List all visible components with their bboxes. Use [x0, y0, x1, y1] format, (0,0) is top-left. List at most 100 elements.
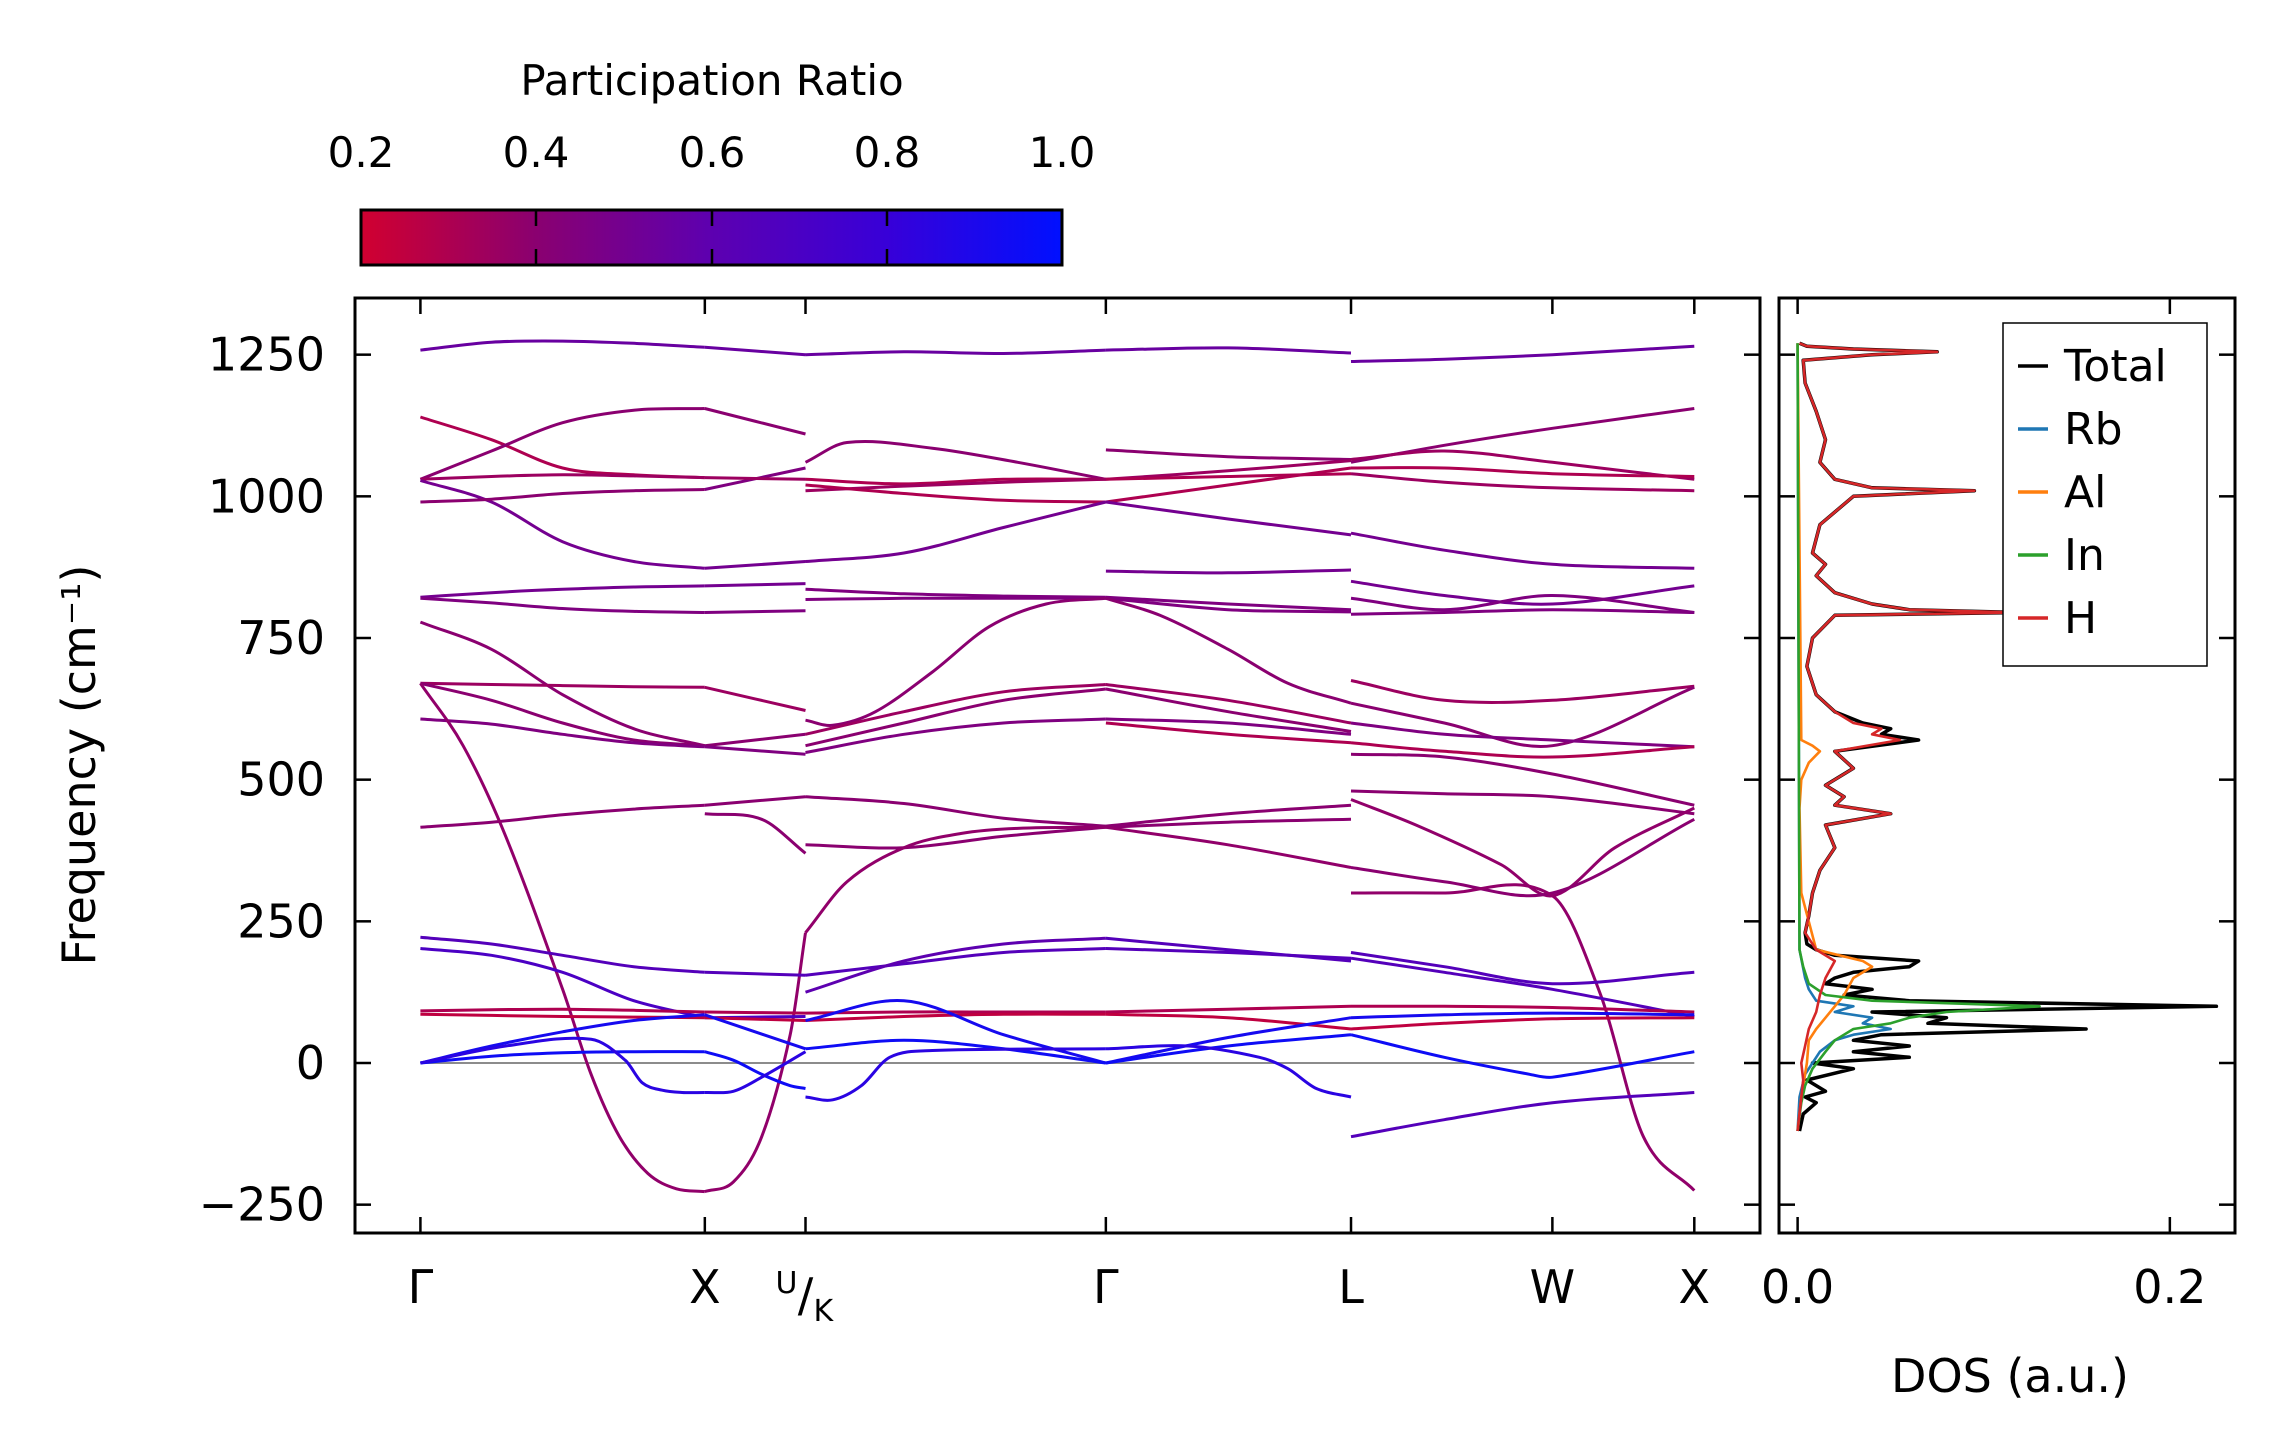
band-line	[805, 483, 1106, 504]
band-line	[420, 1013, 705, 1065]
band-structure-panel: Frequency (cm⁻¹) −250025050075010001250 …	[52, 296, 1762, 1329]
k-point-label: X	[1679, 1260, 1711, 1314]
band-line	[805, 587, 1106, 599]
band-line	[1350, 883, 1696, 1192]
k-point-label: Γ	[408, 1260, 434, 1314]
y-tick-label: 500	[237, 753, 325, 807]
k-point-label: W	[1530, 1260, 1575, 1314]
band-line	[704, 560, 806, 570]
legend-label: Rb	[2064, 404, 2123, 455]
k-point-label: X	[689, 1260, 721, 1314]
band-line	[704, 795, 806, 807]
band-line	[805, 947, 1106, 977]
band-line	[420, 803, 705, 829]
k-point-label: L	[1338, 1260, 1364, 1314]
band-line	[704, 476, 806, 481]
band-line	[805, 936, 1106, 994]
band-line	[704, 582, 806, 588]
colorbar-ticks	[534, 210, 889, 265]
colorbar-tick-label: 0.8	[854, 128, 921, 177]
k-label-slash: /	[798, 1268, 814, 1322]
band-line	[1350, 679, 1695, 704]
band-line	[420, 1050, 705, 1065]
band-line	[1350, 344, 1695, 363]
band-line	[1105, 568, 1352, 575]
band-line	[805, 348, 1106, 357]
band-line	[1105, 346, 1352, 355]
band-line	[805, 500, 1107, 563]
band-line	[805, 825, 1107, 850]
colorbar-tick-label: 0.2	[328, 128, 395, 177]
colorbar: Participation Ratio 0.2 0.4 0.6 0.8 1.0	[328, 56, 1096, 267]
band-line	[1105, 1016, 1352, 1065]
band-line	[1350, 741, 1695, 759]
legend-label: H	[2064, 593, 2097, 644]
band-line	[1350, 752, 1695, 807]
band-line	[805, 1038, 1107, 1065]
band-line	[420, 935, 705, 974]
band-line	[419, 415, 705, 480]
band-line	[419, 682, 705, 1194]
dos-y-ticks	[1779, 353, 2235, 1206]
k-point-ticks: Γ X U / K Γ L W X	[408, 298, 1710, 1329]
band-line	[1350, 1091, 1695, 1139]
band-line	[1350, 1011, 1695, 1020]
band-line	[704, 1013, 806, 1051]
band-line	[805, 683, 1107, 736]
band-line	[1350, 466, 1695, 478]
band-line	[804, 440, 1107, 481]
dos-line-h	[1796, 342, 2023, 1132]
band-line	[704, 745, 806, 756]
y-tick-label: 0	[296, 1036, 325, 1090]
band-line	[420, 339, 705, 352]
band-line	[805, 717, 1106, 754]
dos-line-rb	[1796, 343, 1892, 1132]
band-line	[1105, 448, 1352, 461]
band-line	[1350, 1016, 1695, 1031]
legend-items: Total Rb Al In H	[2018, 341, 2167, 644]
band-line	[420, 596, 705, 614]
band-line	[420, 681, 705, 748]
band-line	[704, 1050, 807, 1095]
colorbar-tick-label: 0.4	[503, 128, 570, 177]
legend-label: Al	[2064, 467, 2106, 518]
band-line	[805, 1010, 1106, 1015]
k-point-label: U / K	[776, 1266, 835, 1329]
band-line	[704, 732, 806, 748]
band-line	[1105, 595, 1352, 612]
colorbar-tick-label: 1.0	[1029, 128, 1096, 177]
y-tick-label: 1000	[208, 469, 325, 523]
band-line	[704, 345, 806, 357]
y-axis-label: Frequency (cm⁻¹)	[52, 565, 106, 966]
band-line	[1105, 683, 1352, 725]
band-line	[1350, 956, 1695, 1018]
colorbar-label: Participation Ratio	[520, 56, 903, 105]
band-line	[805, 1047, 1106, 1102]
dos-legend: Total Rb Al In H	[2002, 322, 2208, 667]
y-ticks: −250 0 250 500 750 1000 1250	[199, 328, 1760, 1232]
band-line	[1350, 608, 1695, 616]
band-line	[1105, 687, 1352, 733]
legend-label: In	[2064, 530, 2105, 581]
band-line	[1105, 596, 1352, 705]
legend-frame	[2002, 322, 2208, 667]
band-line	[1350, 472, 1695, 493]
band-line	[1350, 593, 1695, 614]
band-line	[420, 1036, 705, 1095]
band-line	[1350, 579, 1695, 606]
band-line	[1105, 803, 1352, 828]
band-line	[1105, 825, 1352, 869]
band-line	[804, 825, 1106, 934]
legend-label: Total	[2063, 341, 2167, 392]
dos-x-axis-label: DOS (a.u.)	[1891, 1349, 2129, 1403]
band-line	[805, 1012, 1106, 1022]
band-line	[704, 812, 807, 855]
band-line	[1105, 817, 1352, 829]
band-line	[1105, 596, 1352, 614]
band-line	[805, 477, 1106, 486]
band-line	[1105, 1012, 1352, 1031]
band-line	[1105, 1004, 1352, 1014]
band-line	[1350, 531, 1695, 570]
band-line	[1350, 1004, 1695, 1014]
